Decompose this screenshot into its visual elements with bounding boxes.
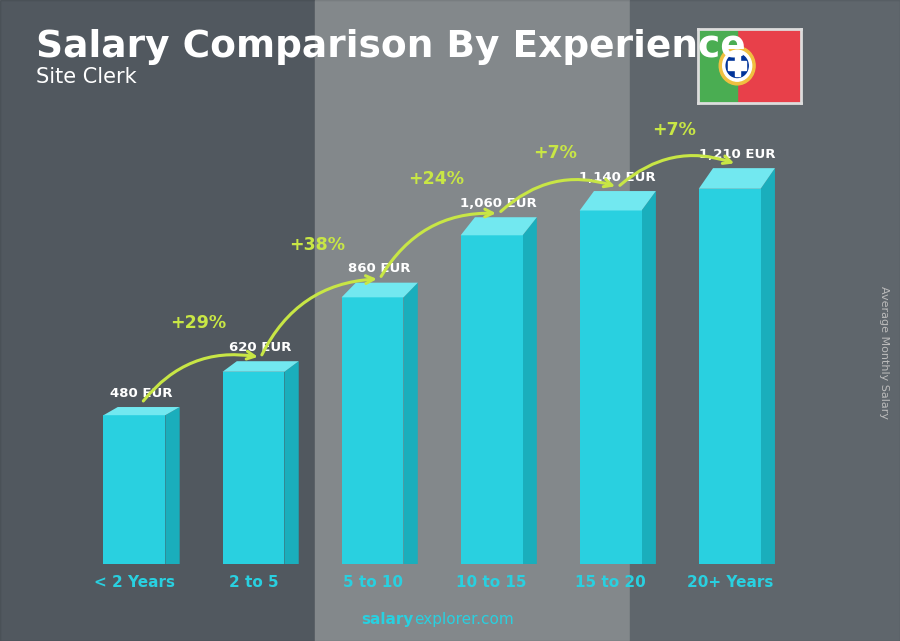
Polygon shape (461, 235, 523, 564)
Text: Site Clerk: Site Clerk (36, 67, 137, 87)
Text: +7%: +7% (534, 144, 577, 162)
Polygon shape (342, 297, 403, 564)
Polygon shape (698, 168, 775, 189)
Polygon shape (580, 191, 656, 210)
Polygon shape (104, 415, 166, 564)
Text: +29%: +29% (170, 314, 226, 332)
Text: Average Monthly Salary: Average Monthly Salary (879, 286, 889, 419)
Bar (630, 0, 900, 641)
Bar (728, 62, 746, 70)
Polygon shape (523, 217, 536, 564)
Text: 480 EUR: 480 EUR (111, 387, 173, 400)
Circle shape (723, 50, 752, 81)
Polygon shape (342, 283, 418, 297)
Text: 620 EUR: 620 EUR (230, 341, 292, 354)
Polygon shape (166, 407, 180, 564)
Text: +7%: +7% (652, 121, 697, 139)
Polygon shape (222, 362, 299, 372)
Text: 1,140 EUR: 1,140 EUR (580, 171, 656, 184)
Bar (698, 29, 737, 103)
Polygon shape (284, 362, 299, 564)
Polygon shape (642, 191, 656, 564)
Polygon shape (222, 372, 284, 564)
Polygon shape (461, 217, 536, 235)
Polygon shape (104, 407, 180, 415)
Bar (315, 0, 630, 641)
Polygon shape (580, 210, 642, 564)
Text: +24%: +24% (409, 171, 464, 188)
Text: +38%: +38% (289, 236, 346, 254)
Polygon shape (698, 189, 760, 564)
Bar (734, 55, 740, 76)
Text: 1,060 EUR: 1,060 EUR (461, 197, 537, 210)
Text: 860 EUR: 860 EUR (348, 262, 411, 276)
Polygon shape (760, 168, 775, 564)
Circle shape (726, 54, 748, 78)
Text: Salary Comparison By Experience: Salary Comparison By Experience (36, 29, 746, 65)
Bar (0, 0, 315, 641)
Polygon shape (403, 283, 418, 564)
Text: explorer.com: explorer.com (414, 612, 514, 627)
Circle shape (719, 47, 755, 85)
Text: salary: salary (362, 612, 414, 627)
Text: 1,210 EUR: 1,210 EUR (698, 148, 775, 161)
